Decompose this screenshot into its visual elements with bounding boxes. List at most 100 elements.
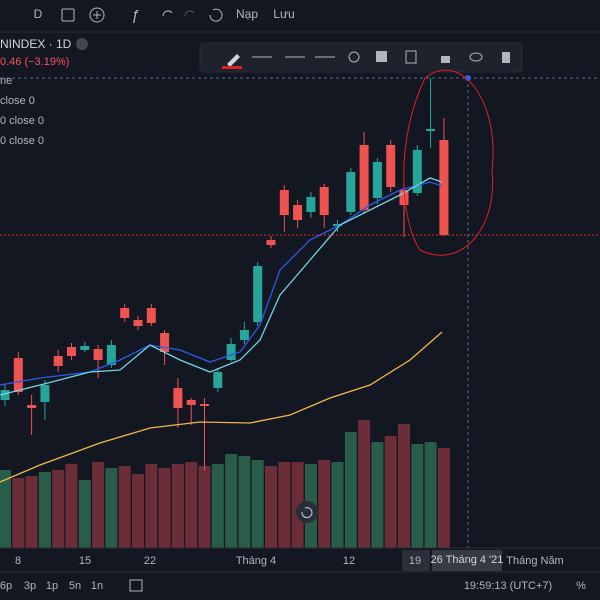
range-button[interactable]: 6p <box>0 580 12 592</box>
candle-body <box>13 358 23 392</box>
candle-body <box>226 344 236 360</box>
volume-bar <box>145 464 158 548</box>
volume-bar <box>12 478 25 548</box>
clock: 19:59:13 (UTC+7) <box>464 580 552 592</box>
volume-bar <box>92 462 105 548</box>
candle-body <box>279 190 289 215</box>
candle-body <box>319 187 329 215</box>
candle-icon[interactable] <box>61 8 75 22</box>
candle-body <box>306 197 316 212</box>
crosshair-dot <box>465 75 471 81</box>
lock-icon[interactable] <box>441 56 450 63</box>
redo-icon[interactable] <box>184 10 195 17</box>
volume-bar <box>331 462 344 548</box>
candle-body <box>346 172 356 212</box>
delete-icon[interactable] <box>502 52 510 63</box>
volume-bar <box>278 462 291 548</box>
candle-body <box>439 140 449 235</box>
volume-bar <box>291 462 304 548</box>
indicator-icon[interactable] <box>89 7 105 23</box>
volume-bar <box>411 444 424 548</box>
candle-body <box>67 347 76 356</box>
volume-bar <box>424 442 437 548</box>
volume-bar <box>318 460 331 548</box>
time-label: 12 <box>343 555 355 567</box>
volume-bar <box>158 468 171 548</box>
legend-row: 0 close 0 <box>0 115 44 127</box>
range-button[interactable]: 5n <box>69 580 81 592</box>
candle-body <box>133 320 143 326</box>
candle-body <box>80 346 90 350</box>
undo-icon[interactable] <box>162 10 173 17</box>
range-button[interactable]: 1n <box>91 580 103 592</box>
candle-body <box>186 400 196 405</box>
volume-bar <box>0 470 11 548</box>
time-label: 15 <box>79 555 91 567</box>
candle-body <box>40 385 50 402</box>
candle-body <box>293 205 303 220</box>
candle-body <box>0 390 10 400</box>
candle-body <box>399 190 409 205</box>
range-button[interactable]: 1p <box>46 580 58 592</box>
volume-bar <box>118 466 131 548</box>
legend-row: close 0 <box>0 95 35 107</box>
candle-body <box>412 150 422 193</box>
reset-icon[interactable] <box>209 8 223 22</box>
candle-body <box>120 308 130 318</box>
layer-icon[interactable] <box>376 51 387 62</box>
volume-bar <box>171 464 184 548</box>
candle-body <box>27 405 37 408</box>
interval-button[interactable]: D <box>34 7 43 21</box>
collapse-button[interactable] <box>76 38 88 50</box>
settings-icon[interactable] <box>348 51 360 63</box>
candle-body <box>386 145 396 187</box>
time-label: Tháng 4 <box>236 555 276 567</box>
volume-bar <box>198 466 211 548</box>
volume-bar <box>238 456 251 548</box>
volume-bar <box>132 474 144 548</box>
pen-tool[interactable] <box>227 54 240 67</box>
candle-body <box>426 129 436 131</box>
volume-bar <box>398 424 410 548</box>
candle-body <box>372 162 382 198</box>
save-button[interactable]: Lưu <box>273 7 294 21</box>
top-toolbar <box>0 0 600 32</box>
volume-bar <box>105 468 118 548</box>
fx-icon[interactable]: ƒ <box>131 7 139 24</box>
price-change: 0.46 (−3.19%) <box>0 56 69 68</box>
time-label: Tháng Năm <box>506 555 563 567</box>
candle-body <box>266 240 276 245</box>
candle-body <box>200 404 209 406</box>
ma-mid <box>0 177 443 396</box>
candle-body <box>160 333 170 352</box>
volume-bar <box>437 448 450 548</box>
candle-body <box>239 330 249 340</box>
volume-bar <box>185 462 198 548</box>
load-button[interactable]: Nạp <box>236 7 258 21</box>
volume-bar <box>211 464 224 548</box>
goto-date-icon[interactable] <box>129 579 143 592</box>
candle-body <box>53 356 63 366</box>
volume-bar <box>265 466 277 548</box>
candle-body <box>173 388 183 408</box>
reset-view-button[interactable] <box>296 501 318 523</box>
volume-bar <box>65 464 78 548</box>
range-button[interactable]: 3p <box>24 580 36 592</box>
crosshair-time: 26 Tháng 4 '21 <box>431 554 504 566</box>
volume-bar <box>38 472 51 548</box>
clone-icon[interactable] <box>405 50 417 64</box>
candle-body <box>359 145 369 210</box>
volume-bar <box>52 470 65 548</box>
candle-body <box>93 349 103 360</box>
freehand-circle <box>403 69 494 256</box>
volume-bar <box>358 420 371 548</box>
volume-bar <box>371 442 384 548</box>
candle-body <box>106 345 116 365</box>
candle-body <box>213 372 223 388</box>
time-label: 22 <box>144 555 156 567</box>
candle-body <box>333 224 342 226</box>
eye-icon[interactable] <box>469 52 483 62</box>
symbol-title: NINDEX · 1D <box>0 37 72 51</box>
percent-toggle[interactable]: % <box>576 580 586 592</box>
